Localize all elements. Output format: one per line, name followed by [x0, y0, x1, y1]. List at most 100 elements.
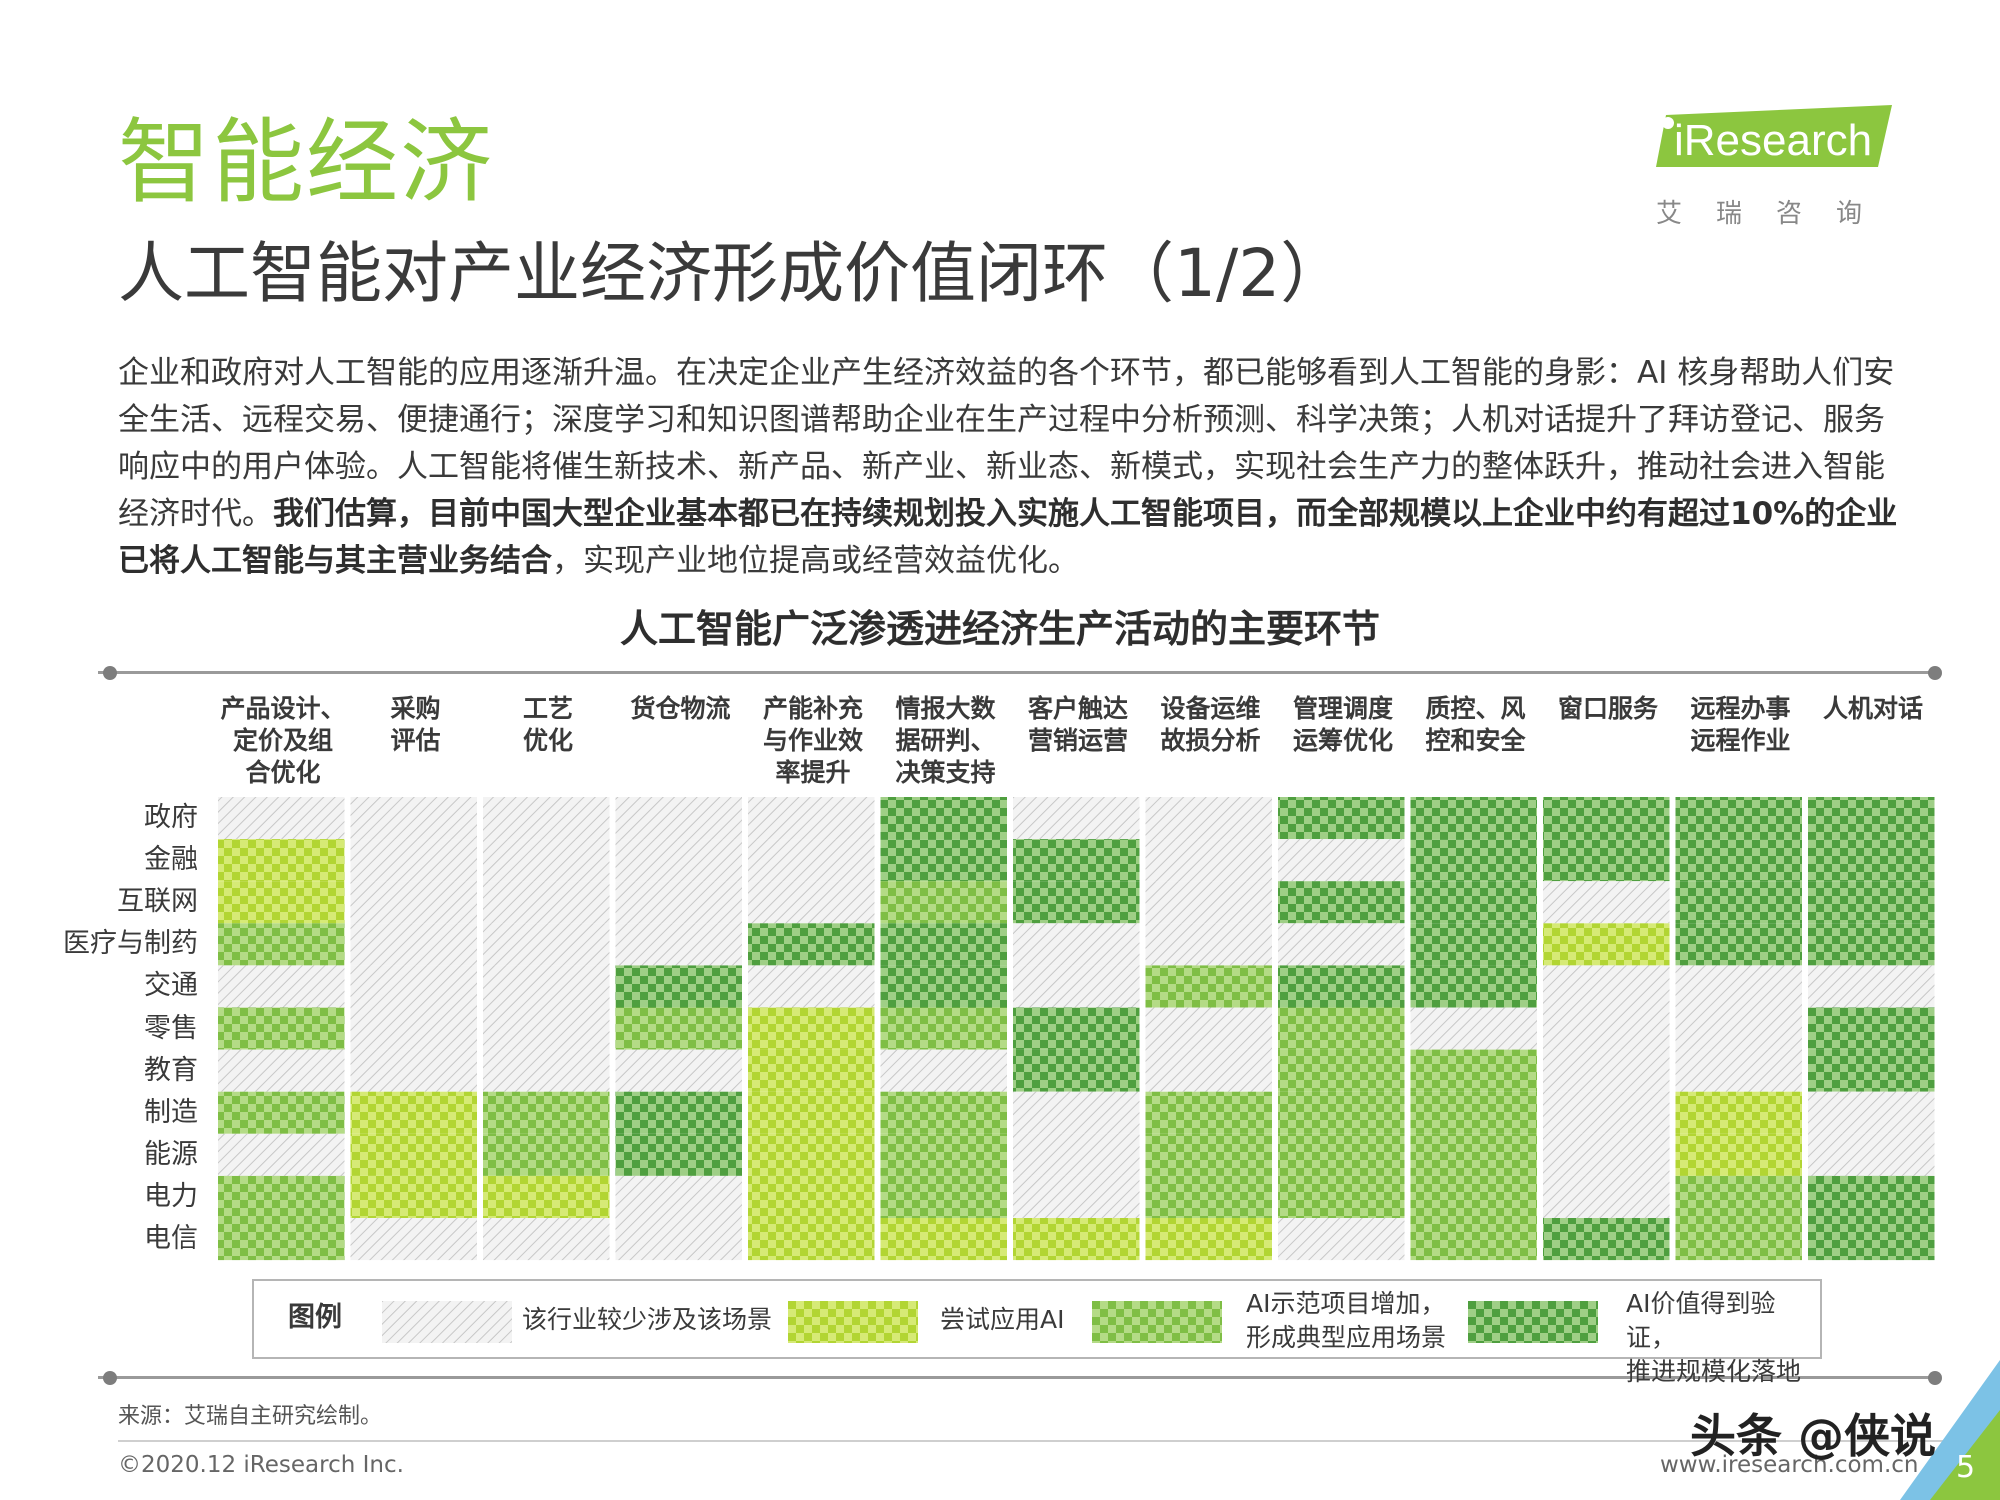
heatmap-cell-r2-c2 — [483, 881, 610, 924]
heatmap-cell-r10-c3 — [615, 1218, 742, 1261]
column-header-11-line-1: 远程办事 — [1690, 694, 1791, 723]
heatmap-cell-r7-c1 — [350, 1091, 477, 1134]
heatmap-cell-r2-c9 — [1410, 881, 1537, 924]
page-number: 5 — [1956, 1450, 1976, 1485]
heatmap-cell-r7-c8 — [1278, 1091, 1405, 1134]
column-header-4: 产能补充 与作业效 率提升 — [748, 693, 878, 789]
row-label-4: 交通 — [144, 970, 198, 1002]
heatmap-cell-r4-c2 — [483, 965, 610, 1008]
heatmap-cell-r2-c12 — [1808, 881, 1935, 924]
heatmap-cell-r0-c10 — [1543, 797, 1670, 840]
legend-label-1-line-1: 尝试应用AI — [940, 1305, 1065, 1334]
heatmap-cell-r1-c2 — [483, 839, 610, 882]
column-header-6-line-1: 客户触达 — [1027, 694, 1128, 723]
heatmap-cell-r9-c7 — [1145, 1175, 1272, 1218]
heatmap-cell-r10-c5 — [880, 1218, 1007, 1261]
heatmap-cell-r1-c10 — [1543, 839, 1670, 882]
column-header-9-line-2: 控和安全 — [1425, 726, 1526, 755]
heatmap-cell-r9-c11 — [1675, 1175, 1802, 1218]
heatmap-cell-r3-c8 — [1278, 923, 1405, 966]
heatmap-cell-r3-c1 — [350, 923, 477, 966]
watermark: 头条 @侠说 — [1690, 1409, 1937, 1463]
heatmap-cell-r3-c2 — [483, 923, 610, 966]
row-label-3: 医疗与制药 — [63, 928, 198, 960]
column-header-5-line-1: 情报大数 — [895, 694, 996, 723]
iresearch-logo-mark: iResearch — [1656, 105, 1892, 167]
footer-divider — [118, 1440, 1958, 1442]
heatmap-cell-r6-c0 — [218, 1049, 345, 1092]
column-header-10-line-1: 窗口服务 — [1557, 694, 1658, 723]
column-header-12: 人机对话 — [1808, 693, 1938, 725]
heatmap-cell-r7-c5 — [880, 1091, 1007, 1134]
legend-swatch-1 — [788, 1301, 918, 1343]
heatmap-cell-r7-c2 — [483, 1091, 610, 1134]
heatmap-cell-r8-c1 — [350, 1133, 477, 1176]
intro-bold-text: 我们估算，目前中国大型企业基本都已在持续规划投入实施人工智能项目，而全部规模以上… — [118, 496, 1898, 579]
heatmap-cell-r8-c10 — [1543, 1133, 1670, 1176]
heatmap-cell-r8-c3 — [615, 1133, 742, 1176]
top-rule — [98, 671, 1940, 674]
legend: 图例 该行业较少涉及该场景 尝试应用AI AI示范项目增加， 形成典型应用场景 A… — [252, 1279, 1822, 1386]
heatmap-cell-r3-c6 — [1013, 923, 1140, 966]
heatmap-cell-r7-c10 — [1543, 1091, 1670, 1134]
legend-swatch-2 — [1092, 1301, 1222, 1343]
legend-title: 图例 — [288, 1302, 342, 1333]
legend-label-0: 该行业较少涉及该场景 — [522, 1303, 772, 1337]
section-title: 智能经济 — [118, 109, 495, 216]
website-link[interactable]: www.iresearch.com.cn — [1660, 1452, 1919, 1478]
heatmap-cell-r3-c7 — [1145, 923, 1272, 966]
heatmap-cell-r5-c10 — [1543, 1007, 1670, 1050]
heatmap-cell-r2-c6 — [1013, 881, 1140, 924]
heatmap-cell-r0-c6 — [1013, 797, 1140, 840]
column-header-0-line-2: 定价及组 — [232, 726, 333, 755]
row-label-0: 政府 — [144, 802, 198, 833]
heatmap-cell-r5-c2 — [483, 1007, 610, 1050]
heatmap-cell-r0-c5 — [880, 797, 1007, 840]
heatmap-cell-r8-c0 — [218, 1133, 345, 1176]
bottom-rule-left-dot — [103, 1371, 117, 1385]
heatmap-cell-r0-c1 — [350, 797, 477, 840]
heatmap-cell-r7-c12 — [1808, 1091, 1935, 1134]
column-header-6: 客户触达 营销运营 — [1013, 693, 1143, 757]
legend-swatch-3 — [1468, 1301, 1598, 1343]
heatmap-cell-r6-c9 — [1410, 1049, 1537, 1092]
heatmap-cell-r8-c4 — [748, 1133, 875, 1176]
heatmap-cell-r1-c3 — [615, 839, 742, 882]
column-header-7: 设备运维 故损分析 — [1146, 693, 1276, 757]
heatmap-cell-r3-c12 — [1808, 923, 1935, 966]
top-rule-left-dot — [103, 666, 117, 680]
heatmap-cell-r4-c5 — [880, 965, 1007, 1008]
heatmap-cell-r7-c6 — [1013, 1091, 1140, 1134]
row-label-1: 金融 — [144, 844, 198, 876]
column-header-0-line-3: 合优化 — [245, 758, 321, 787]
column-header-4-line-2: 与作业效 — [762, 726, 863, 755]
heatmap-cell-r1-c11 — [1675, 839, 1802, 882]
column-header-2-line-2: 优化 — [522, 726, 573, 755]
heatmap-cell-r10-c7 — [1145, 1218, 1272, 1261]
column-header-10: 窗口服务 — [1543, 693, 1673, 725]
heatmap-cell-r5-c9 — [1410, 1007, 1537, 1050]
heatmap-cell-r1-c6 — [1013, 839, 1140, 882]
heatmap-cell-r4-c10 — [1543, 965, 1670, 1008]
column-header-6-line-2: 营销运营 — [1027, 726, 1128, 755]
heatmap-cell-r0-c0 — [218, 797, 345, 840]
heatmap-cell-r4-c7 — [1145, 965, 1272, 1008]
heatmap-cell-r10-c12 — [1808, 1218, 1935, 1261]
source-note: 来源：艾瑞自主研究绘制。 — [118, 1404, 383, 1429]
heatmap-cell-r6-c12 — [1808, 1049, 1935, 1092]
heatmap-cell-r5-c8 — [1278, 1007, 1405, 1050]
row-label-8: 能源 — [144, 1138, 198, 1170]
heatmap-cell-r10-c8 — [1278, 1218, 1405, 1261]
heatmap-cell-r7-c3 — [615, 1091, 742, 1134]
heatmap-cell-r10-c11 — [1675, 1218, 1802, 1261]
heatmap-cell-r1-c7 — [1145, 839, 1272, 882]
heatmap-cell-r6-c8 — [1278, 1049, 1405, 1092]
heatmap-cell-r3-c0 — [218, 923, 345, 966]
column-header-1-line-1: 采购 — [390, 694, 441, 723]
heatmap-cell-r9-c3 — [615, 1175, 742, 1218]
heatmap-cell-r6-c2 — [483, 1049, 610, 1092]
heatmap-cell-r8-c2 — [483, 1133, 610, 1176]
heatmap-cell-r5-c3 — [615, 1007, 742, 1050]
heatmap-cell-r2-c11 — [1675, 881, 1802, 924]
heatmap-cell-r2-c7 — [1145, 881, 1272, 924]
